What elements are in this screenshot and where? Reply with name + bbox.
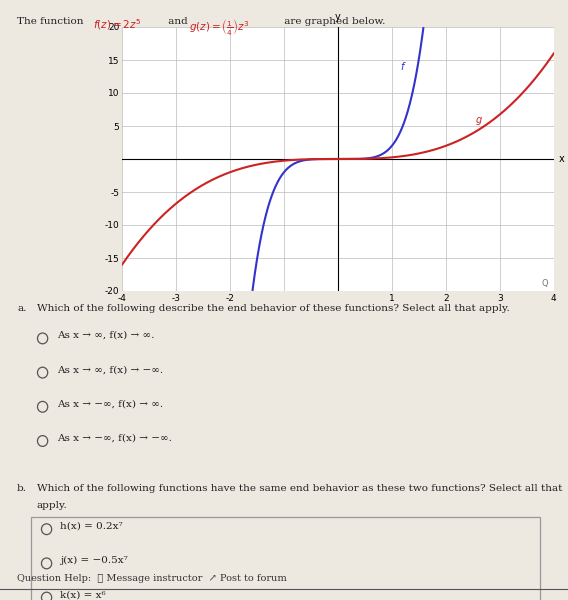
Text: As x → ∞, f(x) → ∞.: As x → ∞, f(x) → ∞. [57, 331, 154, 340]
Text: As x → −∞, f(x) → ∞.: As x → −∞, f(x) → ∞. [57, 400, 163, 408]
Text: h(x) = 0.2x⁷: h(x) = 0.2x⁷ [60, 521, 122, 530]
Text: apply.: apply. [37, 501, 68, 510]
Text: x: x [559, 154, 565, 164]
Text: a.: a. [17, 304, 27, 313]
Text: $g(z) = \left(\frac{1}{4}\right)z^3$: $g(z) = \left(\frac{1}{4}\right)z^3$ [189, 17, 249, 37]
Text: Q: Q [542, 278, 549, 288]
Text: As x → ∞, f(x) → −∞.: As x → ∞, f(x) → −∞. [57, 365, 163, 374]
Text: b.: b. [17, 484, 27, 493]
Text: Which of the following functions have the same end behavior as these two functio: Which of the following functions have th… [37, 484, 562, 493]
Text: Question Help:  ✉ Message instructor  ↗ Post to forum: Question Help: ✉ Message instructor ↗ Po… [17, 574, 287, 583]
Text: f: f [400, 62, 403, 72]
Text: Which of the following describe the end behavior of these functions? Select all : Which of the following describe the end … [37, 304, 509, 313]
Text: are graphed below.: are graphed below. [281, 17, 385, 26]
Text: k(x) = x⁶: k(x) = x⁶ [60, 590, 105, 599]
Text: j(x) = −0.5x⁷: j(x) = −0.5x⁷ [60, 556, 127, 565]
Text: $f(z) = 2z^5$: $f(z) = 2z^5$ [93, 17, 141, 32]
Text: y: y [335, 12, 341, 22]
Text: g: g [475, 115, 482, 125]
Text: and: and [165, 17, 191, 26]
Text: As x → −∞, f(x) → −∞.: As x → −∞, f(x) → −∞. [57, 433, 172, 443]
Text: The function: The function [17, 17, 87, 26]
